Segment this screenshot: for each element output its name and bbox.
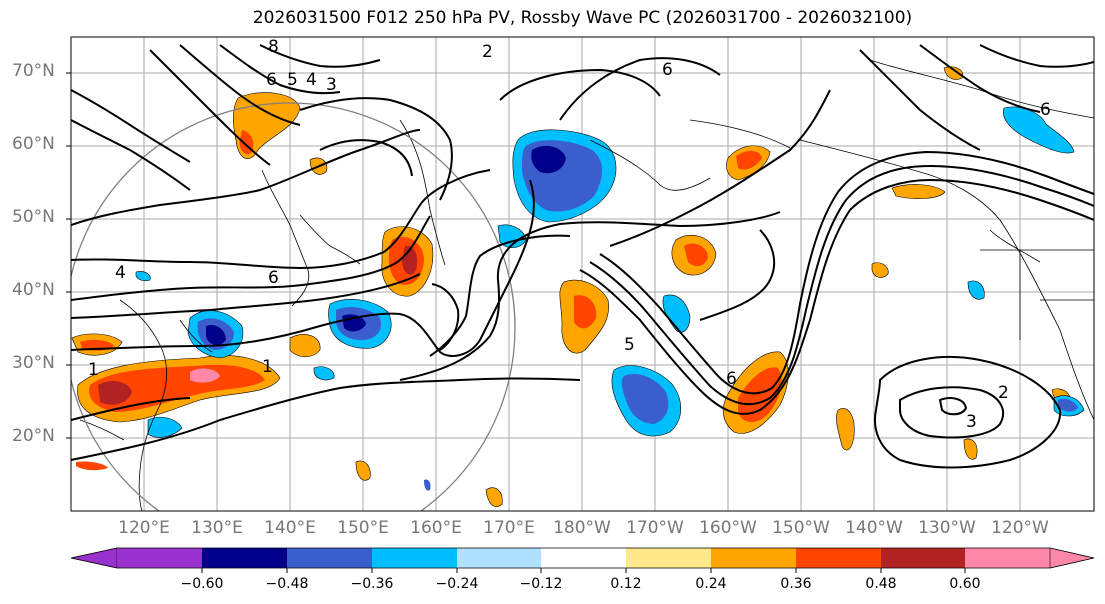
lat-label: 60°N (12, 134, 55, 154)
lon-label: 170°E (483, 518, 535, 538)
colorbar-segment (457, 548, 541, 568)
pv-contours (71, 44, 1094, 469)
contour-label: 6 (1040, 100, 1051, 120)
colorbar-segment (541, 548, 626, 568)
contour-label: 6 (266, 70, 277, 90)
colorbar-tick-label: −0.36 (350, 576, 394, 592)
contour-label: 6 (268, 268, 279, 288)
contour-label: 3 (326, 75, 337, 95)
lon-label: 180°W (553, 518, 611, 538)
colorbar-tick-label: −0.60 (180, 576, 224, 592)
lon-label: 120°W (991, 518, 1049, 538)
colorbar-segment (796, 548, 881, 568)
lon-label: 170°W (626, 518, 684, 538)
colorbar-outline (70, 547, 1095, 569)
contour-label: 4 (115, 263, 126, 283)
colorbar-tick-label: −0.12 (519, 576, 563, 592)
colorbar-tick-label: 0.12 (610, 576, 642, 592)
lon-label: 120°E (118, 518, 170, 538)
contour-label: 6 (726, 369, 737, 389)
plot-frame (70, 36, 1095, 512)
negative-anomaly-shading (135, 106, 1085, 491)
positive-anomaly-shading (71, 66, 1071, 507)
colorbar (70, 547, 1095, 573)
contour-label: 4 (306, 70, 317, 90)
contour-label: 5 (287, 70, 298, 90)
coastlines (79, 59, 1094, 511)
colorbar-segment (881, 548, 965, 568)
lat-label: 50°N (12, 207, 55, 227)
colorbar-segment (711, 548, 796, 568)
colorbar-segment (626, 548, 711, 568)
map-title: 2026031500 F012 250 hPa PV, Rossby Wave … (252, 8, 913, 28)
map-plot-area (71, 37, 1094, 511)
contour-label: 3 (966, 412, 977, 432)
highlight-circle (71, 102, 516, 511)
lon-label: 140°E (264, 518, 316, 538)
lon-label: 150°W (772, 518, 830, 538)
colorbar-tick-label: 0.24 (695, 576, 727, 592)
colorbar-segment (117, 548, 202, 568)
lat-label: 20°N (12, 426, 55, 446)
colorbar-segment (202, 548, 287, 568)
lon-label: 160°E (410, 518, 462, 538)
contour-label: 6 (662, 60, 673, 80)
colorbar-max-arrow (1049, 547, 1095, 569)
contour-label: 1 (88, 360, 99, 380)
lon-label: 150°E (337, 518, 389, 538)
lon-label: 130°W (918, 518, 976, 538)
lon-label: 130°E (191, 518, 243, 538)
colorbar-tick-label: −0.24 (435, 576, 479, 592)
colorbar-segment (965, 548, 1050, 568)
colorbar-tick-label: 0.60 (949, 576, 981, 592)
lon-label: 140°W (845, 518, 903, 538)
colorbar-tick-label: −0.48 (265, 576, 309, 592)
lat-label: 40°N (12, 280, 55, 300)
lat-label: 30°N (12, 353, 55, 373)
colorbar-tick-label: 0.48 (865, 576, 897, 592)
colorbar-segment (287, 548, 372, 568)
lat-label: 70°N (12, 61, 55, 81)
colorbar-min-arrow (70, 547, 118, 569)
lon-label: 160°W (699, 518, 757, 538)
axis-ticks (66, 72, 71, 439)
colorbar-segment (372, 548, 457, 568)
contour-label: 5 (624, 335, 635, 355)
contour-label: 2 (482, 42, 493, 62)
contour-label: 8 (268, 37, 279, 57)
contour-label: 2 (998, 383, 1009, 403)
contour-label: 1 (262, 357, 273, 377)
colorbar-tick-label: 0.36 (780, 576, 812, 592)
contour-label-group: 8 2 6 5 4 3 6 4 1 1 2 3 6 5 6 6 (88, 37, 1051, 432)
